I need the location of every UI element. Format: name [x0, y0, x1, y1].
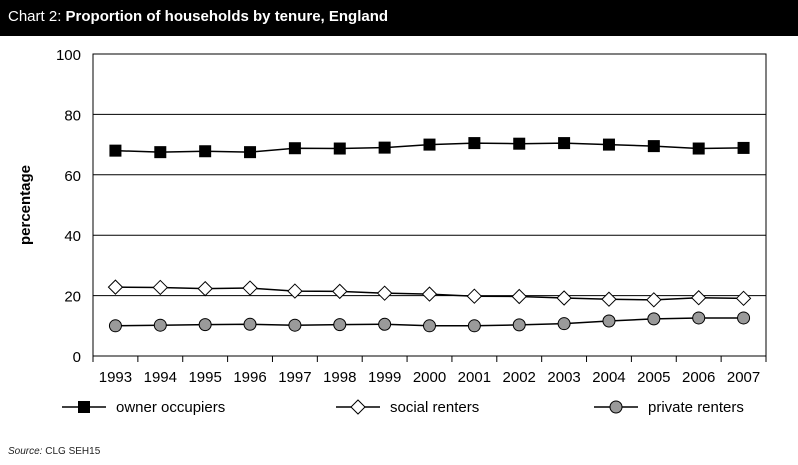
x-tick-label: 1995: [188, 369, 221, 386]
data-point-1: [152, 279, 169, 296]
data-point-1: [601, 291, 617, 307]
data-point-1: [735, 290, 752, 307]
data-point-1: [556, 290, 572, 306]
x-tick-label: 2004: [592, 369, 625, 386]
data-point-2: [557, 317, 571, 331]
y-tick-label: 0: [73, 349, 81, 366]
data-point-2: [737, 311, 751, 325]
data-point-2: [512, 318, 526, 332]
legend-label: private renters: [648, 399, 744, 416]
x-tick-label: 1996: [233, 369, 266, 386]
chart-number-label: Chart 2:: [8, 8, 62, 25]
data-point-2: [108, 319, 122, 333]
x-tick-label: 2001: [458, 369, 491, 386]
data-point-2: [243, 317, 257, 331]
data-point-0: [154, 146, 167, 159]
y-tick-label: 60: [64, 168, 81, 185]
y-tick-label: 100: [56, 47, 81, 64]
x-tick-label: 1997: [278, 369, 311, 386]
x-tick-label: 1994: [144, 369, 177, 386]
source-text: CLG SEH15: [45, 446, 101, 457]
x-tick-label: 1998: [323, 369, 356, 386]
data-point-0: [602, 138, 615, 151]
legend-marker: [350, 399, 366, 415]
plot-frame: [92, 53, 767, 357]
data-point-0: [558, 137, 571, 150]
data-point-0: [647, 140, 660, 153]
data-point-1: [466, 288, 483, 304]
data-point-2: [153, 318, 167, 332]
data-point-0: [737, 141, 750, 154]
data-point-2: [198, 318, 212, 332]
data-point-1: [197, 280, 213, 297]
chart-title-bar: Chart 2: Proportion of households by ten…: [0, 0, 798, 36]
data-point-0: [199, 145, 212, 158]
data-point-0: [378, 141, 391, 154]
data-point-2: [378, 317, 392, 331]
data-point-2: [467, 319, 481, 333]
data-point-0: [423, 138, 436, 151]
data-point-1: [332, 283, 348, 300]
data-point-1: [376, 285, 393, 301]
data-point-1: [242, 280, 258, 296]
legend-marker: [609, 400, 623, 414]
source-prefix: Source:: [8, 446, 43, 457]
data-point-0: [468, 137, 481, 150]
data-point-1: [511, 288, 527, 305]
y-tick-label: 20: [64, 289, 81, 306]
data-point-0: [109, 144, 122, 157]
data-point-1: [421, 286, 438, 302]
data-point-2: [647, 312, 661, 326]
data-point-1: [690, 290, 707, 306]
data-point-2: [423, 319, 436, 333]
legend-label: social renters: [390, 399, 479, 416]
data-point-0: [288, 142, 301, 155]
legend-marker: [78, 401, 90, 413]
data-point-1: [287, 283, 303, 299]
x-tick-label: 2005: [637, 369, 670, 386]
data-point-0: [333, 142, 346, 155]
data-point-0: [513, 137, 526, 150]
line-chart: 0 20 40 60 80 100 1993 1994 1995 1996 1997 1998 1999…: [17, 47, 767, 416]
source-note: Source: CLG SEH15: [8, 446, 100, 457]
x-tick-label: 2002: [503, 369, 536, 386]
x-tick-label: 2003: [547, 369, 580, 386]
y-axis-label: percentage: [17, 165, 34, 245]
x-tick-label: 2000: [413, 369, 446, 386]
x-tick-label: 2006: [682, 369, 715, 386]
data-point-0: [692, 142, 705, 155]
data-point-1: [107, 279, 124, 295]
chart-title: Proportion of households by tenure, Engl…: [65, 8, 389, 25]
y-tick-label: 80: [64, 107, 81, 124]
data-point-0: [244, 146, 257, 159]
data-point-1: [646, 292, 662, 308]
x-tick-label: 1993: [99, 369, 132, 386]
data-point-2: [602, 314, 616, 328]
data-point-2: [333, 318, 347, 332]
data-point-2: [692, 311, 706, 325]
legend-label: owner occupiers: [116, 399, 225, 416]
x-tick-label: 2007: [727, 369, 760, 386]
y-tick-label: 40: [64, 228, 81, 245]
x-tick-label: 1999: [368, 369, 401, 386]
data-point-2: [288, 318, 302, 332]
